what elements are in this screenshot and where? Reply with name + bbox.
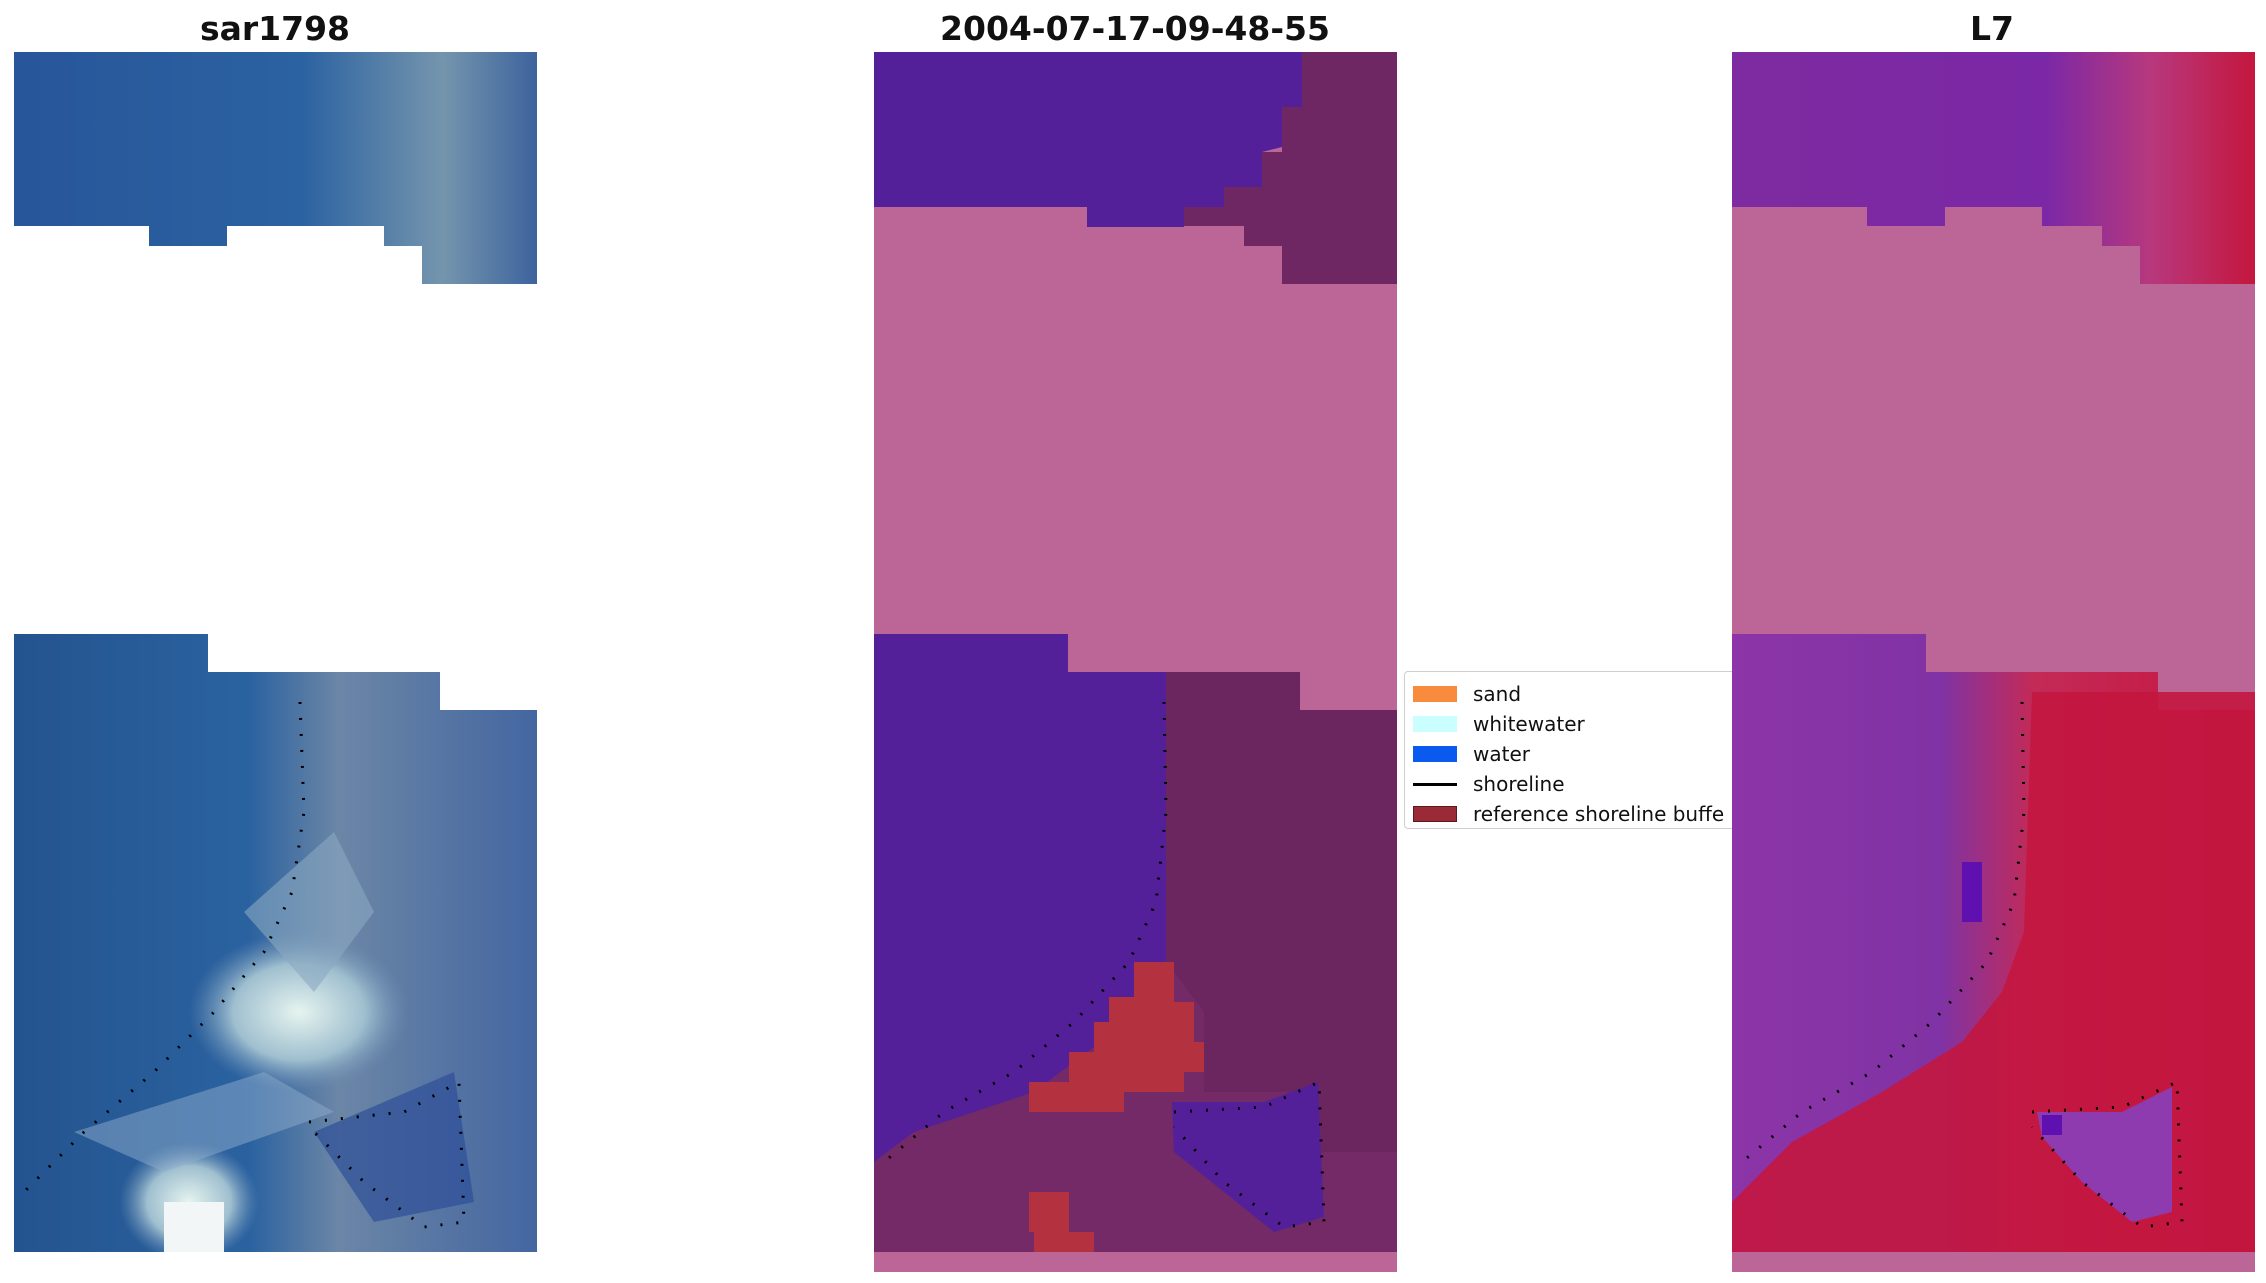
legend-line-shoreline [1413,782,1457,786]
legend-label: sand [1473,682,1522,706]
legend-swatch-whitewater [1413,716,1457,732]
panel-title-rgb: sar1798 [199,9,351,48]
legend-item-sand: sand [1413,682,1521,706]
panel-title-classified: 2004-07-17-09-48-55 [940,9,1330,48]
classified-image [874,52,1397,1272]
legend: sand whitewater water shoreline referenc… [1404,671,1744,829]
legend-label: shoreline [1473,772,1565,796]
legend-item-water: water [1413,742,1530,766]
legend-label: reference shoreline buffe [1473,802,1725,826]
legend-item-whitewater: whitewater [1413,712,1585,736]
legend-label: water [1473,742,1530,766]
rgb-image [14,52,537,1252]
l7-image [1732,52,2255,1272]
shoreline-rgb [22,701,306,1194]
legend-item-buffer: reference shoreline buffe [1413,802,1724,826]
legend-item-shoreline: shoreline [1413,772,1565,796]
legend-swatch-sand [1413,686,1457,702]
panel-title-l7: L7 [1970,9,2014,48]
legend-swatch-water [1413,746,1457,762]
legend-label: whitewater [1473,712,1585,736]
legend-swatch-buffer [1413,806,1457,822]
